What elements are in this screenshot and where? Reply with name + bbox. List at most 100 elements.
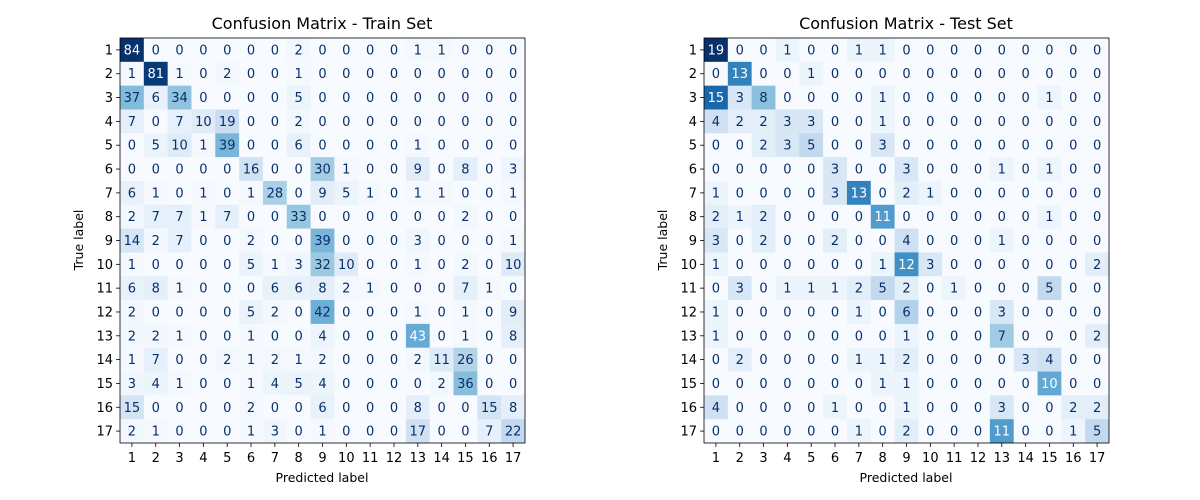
heatmap-cell <box>727 133 753 158</box>
cell-value: 0 <box>342 353 350 368</box>
cell-value: 0 <box>461 401 469 416</box>
cell-value: 0 <box>247 282 255 297</box>
cell-value: 0 <box>271 210 279 225</box>
heatmap-cell <box>727 300 753 325</box>
heatmap-cell <box>120 300 145 325</box>
cell-value: 0 <box>271 329 279 344</box>
cell-value: 0 <box>855 115 863 130</box>
heatmap-cell <box>989 180 1015 206</box>
heatmap-cell <box>727 38 753 63</box>
heatmap-cell <box>429 38 454 63</box>
heatmap-cell <box>1061 228 1086 253</box>
heatmap-cell <box>846 371 872 396</box>
cell-value: 1 <box>295 67 303 82</box>
cell-value: 0 <box>509 377 517 392</box>
cell-value: 0 <box>175 43 183 58</box>
heatmap-cell <box>942 347 967 372</box>
cell-value: 0 <box>366 353 374 368</box>
heatmap-cell <box>477 371 502 396</box>
heatmap-cell <box>1037 180 1062 206</box>
cell-value: 2 <box>128 305 136 320</box>
cell-value: 0 <box>1093 186 1101 201</box>
heatmap-cell <box>846 85 872 110</box>
cell-value: 0 <box>855 163 863 178</box>
heatmap-cell <box>262 371 288 396</box>
cell-value: 0 <box>366 329 374 344</box>
cell-value: 0 <box>736 258 744 273</box>
cell-value: 0 <box>437 425 445 440</box>
cell-value: 0 <box>390 91 398 106</box>
heatmap-cell <box>918 204 943 229</box>
y-tick-label: 13 <box>680 329 697 344</box>
cell-value: 0 <box>485 186 493 201</box>
heatmap-cell <box>167 419 192 444</box>
heatmap-cell <box>262 323 288 349</box>
x-tick-label: 2 <box>736 451 744 466</box>
cell-value: 0 <box>366 163 374 178</box>
cell-value: 0 <box>390 282 398 297</box>
cell-value: 0 <box>366 305 374 320</box>
cell-value: 0 <box>152 401 160 416</box>
cell-value: 13 <box>731 67 748 82</box>
cell-value: 36 <box>457 377 474 392</box>
cell-value: 0 <box>855 234 863 249</box>
cell-value: 0 <box>1069 163 1077 178</box>
cell-value: 2 <box>1093 329 1101 344</box>
heatmap-cell <box>358 419 383 444</box>
cell-value: 0 <box>926 282 934 297</box>
cell-value: 1 <box>152 186 160 201</box>
heatmap-cell <box>989 157 1015 182</box>
cell-value: 1 <box>175 282 183 297</box>
cell-value: 0 <box>414 282 422 297</box>
heatmap-cell <box>477 61 502 87</box>
cell-value: 7 <box>128 115 136 130</box>
cell-value: 0 <box>366 210 374 225</box>
test-chart-title: Confusion Matrix - Test Set <box>799 14 1013 33</box>
test-plot-frame <box>703 37 1110 444</box>
heatmap-cell <box>239 323 264 349</box>
heatmap-cell <box>382 133 407 158</box>
heatmap-cell <box>799 61 824 87</box>
heatmap-cell <box>167 347 192 372</box>
cell-value: 0 <box>736 234 744 249</box>
heatmap-cell <box>799 276 824 301</box>
cell-value: 2 <box>461 258 469 273</box>
heatmap-cell <box>918 276 943 301</box>
cell-value: 32 <box>314 258 331 273</box>
heatmap-cell <box>1037 276 1062 301</box>
cell-value: 0 <box>1045 305 1053 320</box>
heatmap-cell <box>429 252 454 277</box>
heatmap-cell <box>799 300 824 325</box>
cell-value: 1 <box>736 210 744 225</box>
heatmap-cell <box>1013 85 1038 110</box>
heatmap-cell <box>1013 133 1038 158</box>
y-tick-label: 6 <box>689 163 697 178</box>
heatmap-cell <box>1061 323 1086 349</box>
heatmap-cell <box>942 61 967 87</box>
cell-value: 5 <box>152 139 160 154</box>
heatmap-cell <box>405 157 431 182</box>
heatmap-cell <box>215 395 240 420</box>
heatmap-cell <box>823 157 848 182</box>
cell-value: 4 <box>318 329 326 344</box>
heatmap-cell <box>727 204 753 229</box>
heatmap-cell <box>143 347 169 372</box>
heatmap-cell <box>477 323 502 349</box>
heatmap-cell <box>1037 395 1062 420</box>
heatmap-cell <box>215 252 240 277</box>
heatmap-cell <box>429 228 454 253</box>
train-y-axis-label: True label <box>71 210 86 272</box>
heatmap-cell <box>310 323 335 349</box>
heatmap-cell <box>143 300 169 325</box>
cell-value: 1 <box>461 305 469 320</box>
cell-value: 10 <box>1041 377 1058 392</box>
cell-value: 0 <box>1093 139 1101 154</box>
heatmap-cell <box>775 85 800 110</box>
cell-value: 9 <box>318 186 326 201</box>
heatmap-cell <box>120 228 145 253</box>
cell-value: 0 <box>1069 282 1077 297</box>
heatmap-cell <box>262 347 288 372</box>
cell-value: 1 <box>247 353 255 368</box>
cell-value: 0 <box>461 91 469 106</box>
x-tick-label: 14 <box>433 451 450 466</box>
